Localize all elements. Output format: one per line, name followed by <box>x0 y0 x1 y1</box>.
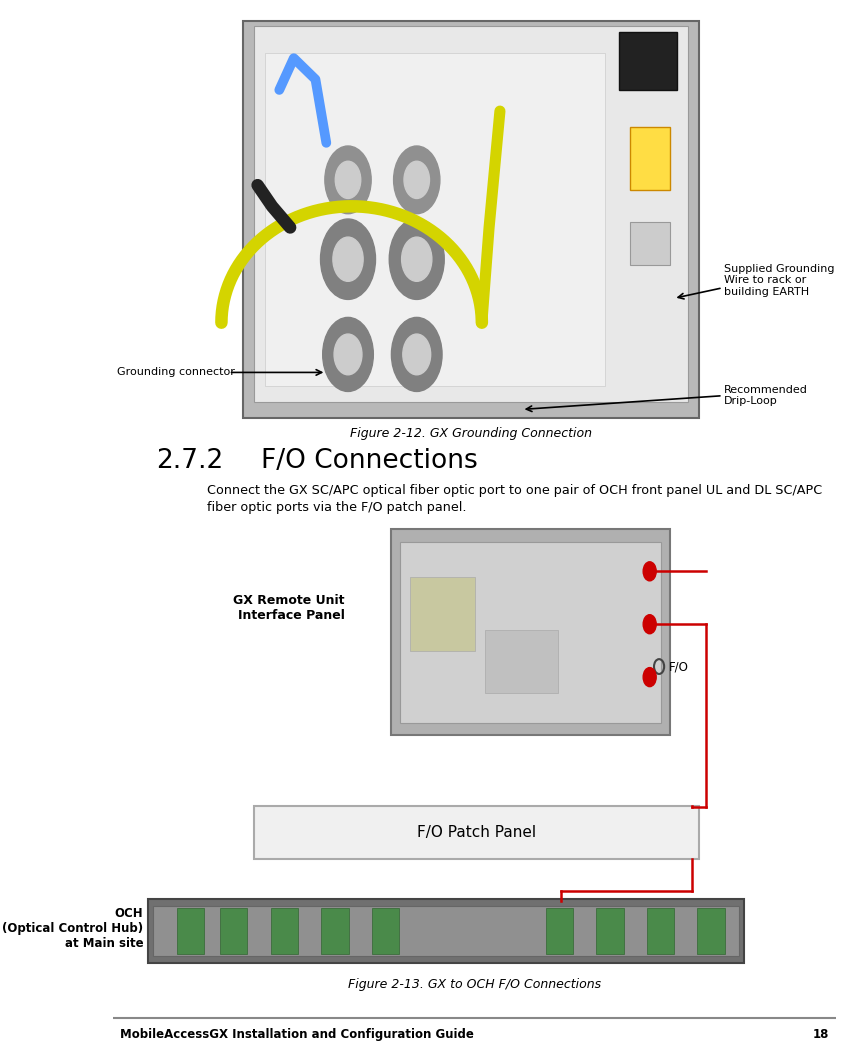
Bar <box>647 908 675 954</box>
Bar <box>697 908 725 954</box>
Text: 2.7.2: 2.7.2 <box>156 448 224 474</box>
Circle shape <box>334 334 362 375</box>
Text: F/O Patch Panel: F/O Patch Panel <box>417 825 536 840</box>
Circle shape <box>643 562 656 581</box>
Text: Supplied Grounding
Wire to rack or
building EARTH: Supplied Grounding Wire to rack or build… <box>724 263 835 297</box>
Text: 18: 18 <box>812 1028 829 1041</box>
Bar <box>486 630 557 693</box>
Bar <box>147 899 745 963</box>
Text: OCH
(Optical Control Hub)
at Main site: OCH (Optical Control Hub) at Main site <box>2 908 143 950</box>
Bar <box>177 908 204 954</box>
Text: GX Remote Unit
Interface Panel: GX Remote Unit Interface Panel <box>233 595 344 622</box>
Bar <box>264 53 605 386</box>
Bar <box>271 908 298 954</box>
Bar <box>630 222 670 264</box>
Circle shape <box>643 615 656 634</box>
Bar <box>322 908 349 954</box>
Circle shape <box>333 237 363 281</box>
Circle shape <box>323 317 374 391</box>
Bar <box>220 908 247 954</box>
Bar <box>596 908 623 954</box>
Text: Figure 2-12. GX Grounding Connection: Figure 2-12. GX Grounding Connection <box>350 427 592 440</box>
Circle shape <box>401 237 432 281</box>
Text: Connect the GX SC/APC optical fiber optic port to one pair of OCH front panel UL: Connect the GX SC/APC optical fiber opti… <box>207 484 822 496</box>
Circle shape <box>389 219 444 299</box>
Bar <box>254 806 699 859</box>
Bar <box>409 577 474 651</box>
Bar <box>153 906 739 956</box>
Bar <box>391 529 670 735</box>
Text: Recommended
Drip-Loop: Recommended Drip-Loop <box>724 385 808 406</box>
Circle shape <box>404 161 429 199</box>
Bar <box>254 26 688 402</box>
Text: fiber optic ports via the F/O patch panel.: fiber optic ports via the F/O patch pane… <box>207 501 466 514</box>
Text: Grounding connector: Grounding connector <box>116 367 234 378</box>
Circle shape <box>643 668 656 687</box>
Text: F/O: F/O <box>668 660 688 673</box>
Circle shape <box>403 334 431 375</box>
Text: F/O Connections: F/O Connections <box>261 448 478 474</box>
Bar <box>630 127 670 190</box>
Bar <box>372 908 400 954</box>
Circle shape <box>321 219 375 299</box>
Circle shape <box>336 161 361 199</box>
Text: Figure 2-13. GX to OCH F/O Connections: Figure 2-13. GX to OCH F/O Connections <box>348 978 601 990</box>
Circle shape <box>391 317 442 391</box>
Circle shape <box>394 146 440 214</box>
Bar <box>545 908 573 954</box>
Bar <box>243 21 699 418</box>
Bar <box>619 32 677 90</box>
Text: MobileAccessGX Installation and Configuration Guide: MobileAccessGX Installation and Configur… <box>121 1028 474 1041</box>
Circle shape <box>325 146 371 214</box>
Bar <box>400 542 662 723</box>
